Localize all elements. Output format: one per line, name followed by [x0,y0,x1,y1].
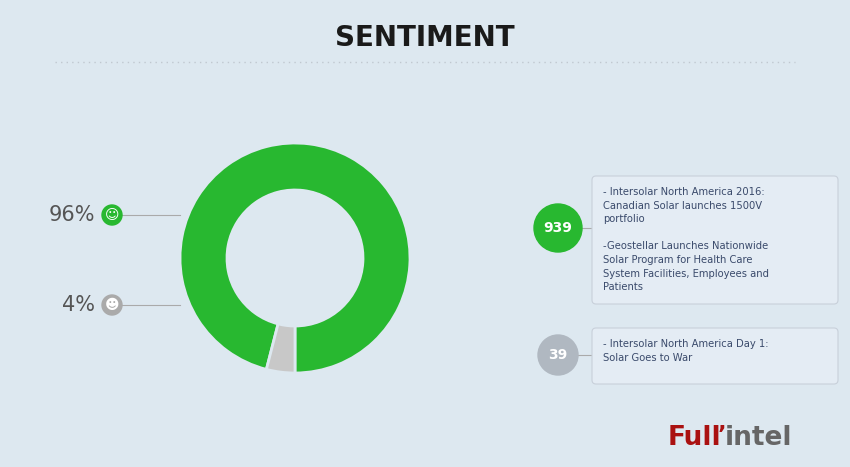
Wedge shape [180,143,410,373]
FancyBboxPatch shape [592,328,838,384]
Text: intel: intel [725,425,792,451]
Text: ☻: ☻ [105,298,119,312]
Text: 4%: 4% [62,295,95,315]
Circle shape [102,205,122,225]
Text: Full: Full [668,425,722,451]
Circle shape [227,190,363,326]
Wedge shape [266,324,295,373]
Circle shape [534,204,582,252]
Text: - Intersolar North America Day 1:
Solar Goes to War: - Intersolar North America Day 1: Solar … [603,339,768,362]
Text: ’: ’ [718,425,727,445]
Text: 96%: 96% [48,205,95,225]
Text: - Intersolar North America 2016:
Canadian Solar launches 1500V
portfolio

-Geost: - Intersolar North America 2016: Canadia… [603,187,769,292]
Text: 39: 39 [548,348,568,362]
FancyBboxPatch shape [592,176,838,304]
Text: 939: 939 [543,221,572,235]
Circle shape [538,335,578,375]
Text: SENTIMENT: SENTIMENT [335,24,515,52]
Circle shape [102,295,122,315]
Text: ☺: ☺ [105,208,119,222]
